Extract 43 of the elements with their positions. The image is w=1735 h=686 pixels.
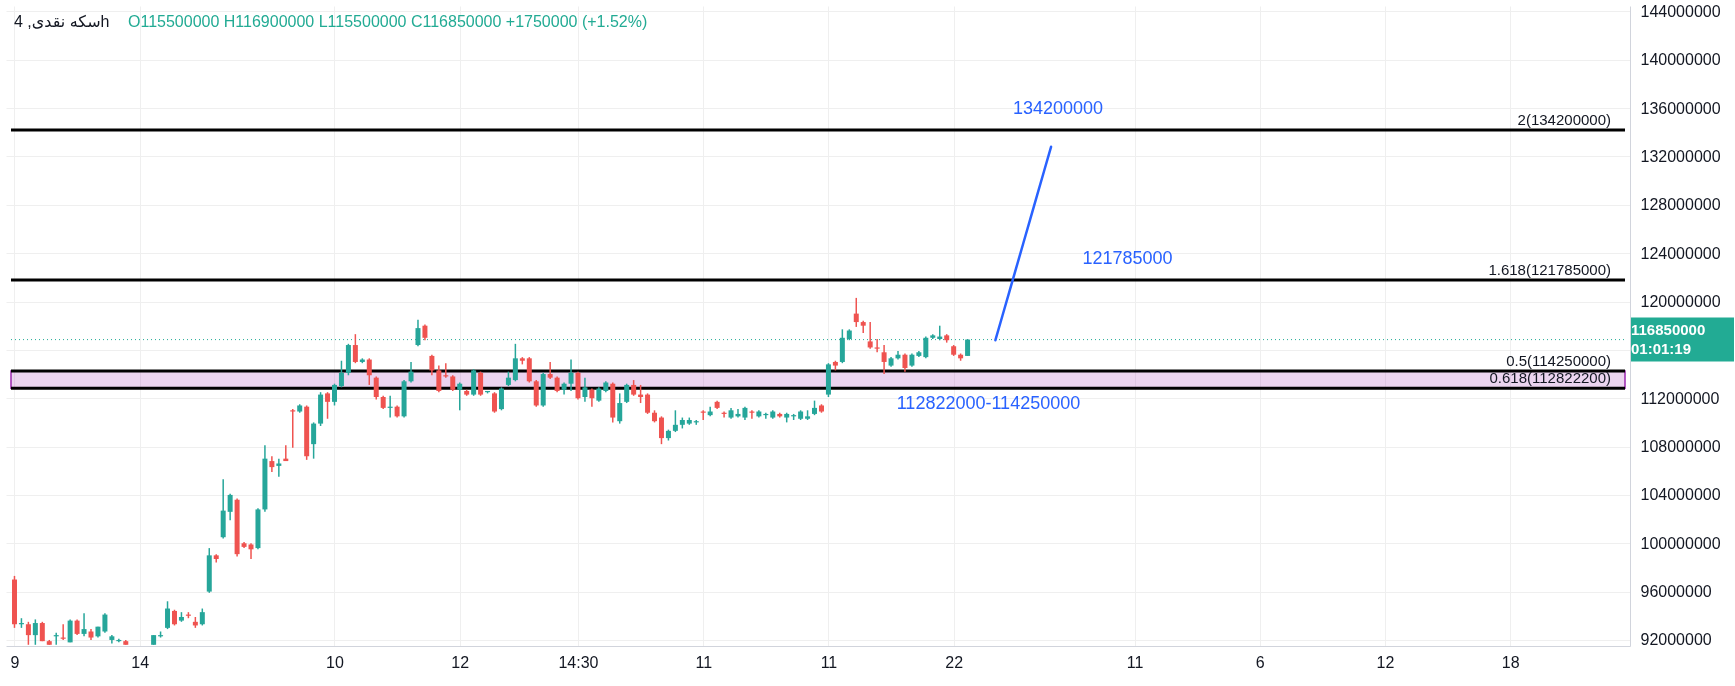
ref-line-label: 116850000 01:01:19: [1631, 321, 1706, 358]
chart-subtitle: O115500000 H116900000 L115500000 C116850000 +1750000 (+1.52%): [128, 13, 648, 30]
x-tick-label: 18: [1501, 653, 1520, 671]
ref-line-label: 2(134200000): [1517, 110, 1611, 128]
y-tick-label: 100000000: [1640, 534, 1721, 552]
y-tick-label: 96000000: [1640, 583, 1712, 601]
x-tick-label: 6: [1255, 653, 1265, 671]
y-tick-label: 92000000: [1640, 631, 1712, 649]
y-tick-label: 136000000: [1640, 99, 1721, 117]
candlestick: [248, 543, 254, 559]
candlestick: [276, 458, 282, 477]
y-tick-label: 128000000: [1640, 196, 1721, 214]
x-tick-label: 14: [131, 653, 150, 671]
x-tick-label: 10: [326, 653, 344, 671]
candlestick: [867, 322, 873, 349]
x-tick-label: 9: [10, 653, 20, 671]
x-tick-label: 11: [820, 653, 838, 671]
y-tick-label: 120000000: [1640, 293, 1721, 311]
x-tick-label: 22: [945, 653, 964, 671]
chart-title: سکه نقدی, 4h: [14, 13, 110, 30]
y-tick-label: 108000000: [1640, 438, 1721, 456]
candlestick: [81, 613, 87, 637]
x-tick-label: 14:30: [558, 653, 599, 671]
y-tick-label: 132000000: [1640, 147, 1721, 165]
y-tick-label: 124000000: [1640, 244, 1721, 262]
annotation: 134200000: [1012, 97, 1104, 118]
y-tick-label: 104000000: [1640, 486, 1721, 504]
x-tick-label: 11: [1126, 653, 1144, 671]
x-tick-label: 11: [695, 653, 713, 671]
candlestick: [547, 361, 553, 379]
candlestick: [874, 338, 880, 353]
ref-line-label: 0.5(114250000): [1506, 352, 1611, 370]
y-tick-label: 144000000: [1640, 2, 1721, 20]
candlestick: [290, 409, 296, 448]
x-tick-label: 12: [1376, 653, 1395, 671]
band-label: 112822000-114250000: [896, 393, 1081, 414]
annotation: 121785000: [1082, 247, 1173, 268]
y-tick-label: 140000000: [1640, 51, 1721, 69]
line-series: [994, 145, 1053, 342]
x-tick-label: 12: [451, 653, 470, 671]
ref-line-label: 1.618(121785000): [1488, 260, 1611, 278]
y-tick-label: 112000000: [1640, 389, 1720, 407]
ref-line-label: 0.618(112822200): [1489, 369, 1611, 387]
